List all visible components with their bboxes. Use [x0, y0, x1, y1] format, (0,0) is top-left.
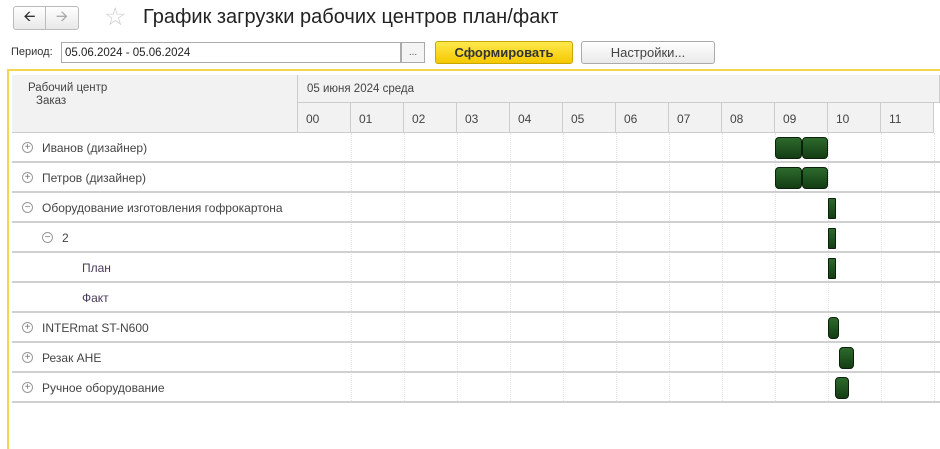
expand-icon[interactable]: +	[22, 382, 33, 393]
gantt-bar[interactable]	[828, 317, 839, 339]
table-row[interactable]: − Оборудование изготовления гофрокартона	[12, 193, 940, 223]
date-header: 05 июня 2024 среда	[298, 75, 940, 103]
settings-button[interactable]: Настройки...	[581, 41, 715, 64]
hour-gridline	[563, 133, 564, 403]
gantt-bar[interactable]	[801, 167, 828, 189]
gantt-bar[interactable]	[834, 377, 850, 399]
arrow-right-icon: 🡪	[55, 7, 69, 25]
page-title: График загрузки рабочих центров план/фак…	[143, 6, 559, 28]
collapse-icon[interactable]: −	[42, 232, 53, 243]
table-row[interactable]: + INTERmat ST-N600	[12, 313, 940, 343]
hour-label: 09	[783, 112, 797, 126]
expand-icon[interactable]: +	[22, 352, 33, 363]
row-label: Оборудование изготовления гофрокартона	[42, 201, 283, 215]
hour-label: 03	[465, 112, 479, 126]
forward-button[interactable]: 🡪	[46, 6, 79, 30]
gantt-bar[interactable]	[775, 167, 802, 189]
hour-label: 07	[677, 112, 691, 126]
collapse-icon[interactable]: −	[22, 202, 33, 213]
row-label: Петров (дизайнер)	[42, 171, 147, 185]
gantt-bar[interactable]	[775, 137, 802, 159]
hour-header: 02	[404, 103, 457, 133]
back-button[interactable]: 🡨	[13, 6, 46, 30]
hour-gridline	[881, 133, 882, 403]
favorite-star-icon[interactable]: ☆	[104, 3, 127, 31]
arrow-left-icon: 🡨	[23, 7, 36, 25]
hour-label: 04	[518, 112, 532, 126]
report-frame	[7, 69, 940, 449]
period-input[interactable]	[61, 42, 401, 63]
gantt-bar[interactable]	[828, 258, 836, 279]
expand-icon[interactable]: +	[22, 322, 33, 333]
gantt-bar[interactable]	[801, 137, 828, 159]
period-label: Период:	[11, 46, 53, 58]
table-row[interactable]: + Петров (дизайнер)	[12, 163, 940, 193]
generate-button[interactable]: Сформировать	[435, 41, 573, 64]
hour-label: 02	[412, 112, 426, 126]
table-row[interactable]: План	[12, 253, 940, 283]
row-label: 2	[62, 231, 69, 245]
header-order: Заказ	[36, 95, 67, 107]
row-label: Резак АНЕ	[42, 351, 102, 365]
column-header-work-center: Рабочий центр Заказ	[12, 75, 298, 133]
date-header-label: 05 июня 2024 среда	[307, 83, 414, 95]
hour-gridline	[351, 133, 352, 403]
table-row[interactable]: + Ручное оборудование	[12, 373, 940, 403]
row-label: План	[82, 261, 111, 275]
hour-gridline	[616, 133, 617, 403]
gantt-bar[interactable]	[828, 228, 836, 249]
expand-icon[interactable]: +	[22, 172, 33, 183]
hour-label: 00	[306, 112, 320, 126]
row-label: Ручное оборудование	[42, 381, 165, 395]
hour-label: 06	[624, 112, 638, 126]
hour-gridline	[934, 133, 935, 403]
table-row[interactable]: + Резак АНЕ	[12, 343, 940, 373]
gantt-bar[interactable]	[838, 347, 855, 369]
hour-gridline	[669, 133, 670, 403]
row-label: INTERmat ST-N600	[42, 321, 149, 335]
hour-header: 09	[775, 103, 828, 133]
hour-header: 06	[616, 103, 669, 133]
row-label: Иванов (дизайнер)	[42, 141, 148, 155]
gantt-table: Рабочий центр Заказ 05 июня 2024 среда 0…	[12, 75, 940, 440]
hour-header: 11	[881, 103, 934, 133]
hour-label: 08	[730, 112, 744, 126]
expand-icon[interactable]: +	[22, 142, 33, 153]
hour-header: 07	[669, 103, 722, 133]
hour-header: 05	[563, 103, 616, 133]
hour-label: 05	[571, 112, 585, 126]
row-label: Факт	[82, 291, 109, 305]
select-period-button[interactable]: ...	[401, 42, 425, 63]
hour-gridline	[722, 133, 723, 403]
hour-gridline	[457, 133, 458, 403]
hour-gridline	[404, 133, 405, 403]
hour-gridline	[510, 133, 511, 403]
hour-header: 08	[722, 103, 775, 133]
hour-header: 01	[351, 103, 404, 133]
hour-header: 04	[510, 103, 563, 133]
header-work-center: Рабочий центр	[28, 82, 108, 94]
table-row[interactable]: −2	[12, 223, 940, 253]
hour-label: 11	[889, 112, 902, 126]
table-row[interactable]: + Иванов (дизайнер)	[12, 133, 940, 163]
gantt-bar[interactable]	[828, 198, 836, 219]
hour-header: 10	[828, 103, 881, 133]
hour-label: 01	[359, 112, 373, 126]
table-row[interactable]: Факт	[12, 283, 940, 313]
hour-label: 10	[836, 112, 850, 126]
hour-header: 00	[298, 103, 351, 133]
hour-header: 03	[457, 103, 510, 133]
hour-gridline	[775, 133, 776, 403]
